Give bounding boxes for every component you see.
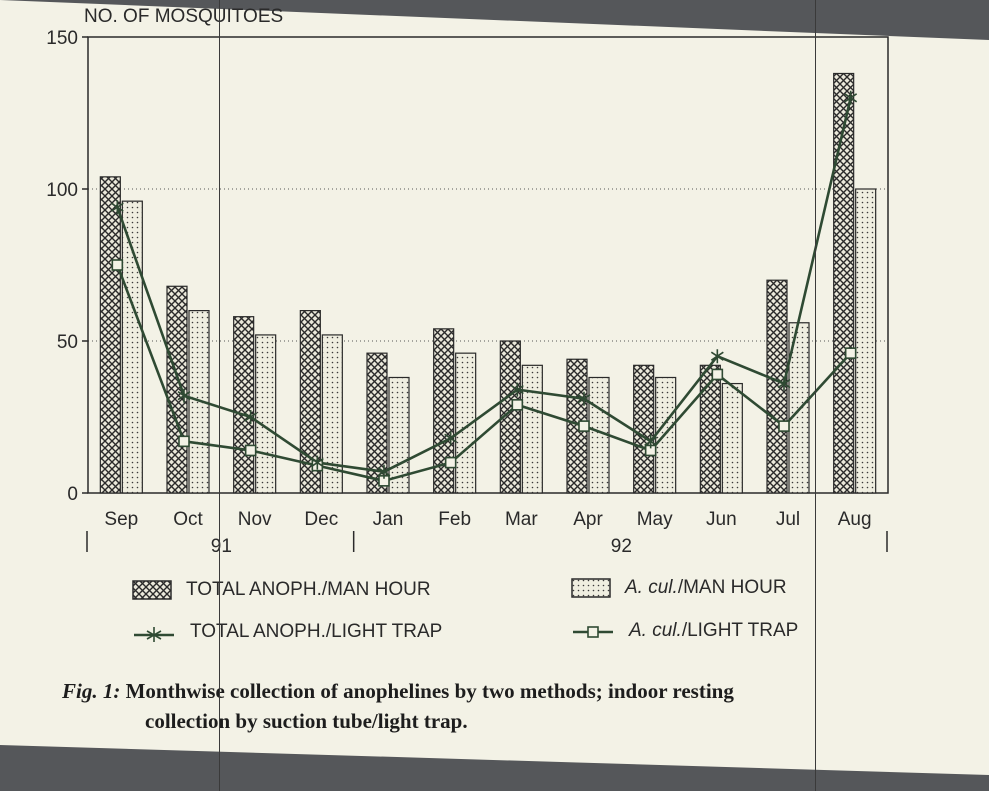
- bar-anoph-man-hour: [766, 279, 788, 494]
- y-tick-label: 0: [67, 484, 78, 505]
- plot-frame: [87, 36, 889, 494]
- x-tick-label: Feb: [438, 509, 471, 530]
- line-anoph-light-trap: [116, 97, 852, 474]
- bar-anoph-man-hour: [699, 364, 721, 494]
- bar-anoph-man-hour: [99, 176, 121, 494]
- bars: [99, 72, 877, 494]
- bar-acul-man-hour: [721, 382, 743, 494]
- x-tick-label: Jan: [373, 509, 404, 530]
- bar-line-chart: 0 50 100 150 NO. OF MOSQUITOES Sep Oct Nov Dec Ja…: [46, 6, 889, 557]
- scan-seam: [815, 0, 816, 791]
- marker-square: [511, 399, 524, 411]
- marker-square: [178, 435, 190, 448]
- x-tick-label: Jul: [776, 509, 800, 530]
- bar-acul-man-hour: [388, 376, 410, 494]
- x-tick-label: Aug: [838, 509, 872, 530]
- marker-asterisk: [244, 410, 258, 424]
- x-tick-label: Jun: [706, 509, 737, 530]
- x-tick-label: Dec: [304, 509, 338, 530]
- bar-acul-man-hour: [255, 334, 277, 494]
- bar-anoph-man-hour: [633, 364, 655, 494]
- y-tick-label: 50: [57, 332, 78, 353]
- marker-square: [244, 444, 257, 457]
- marker-asterisk: [444, 431, 458, 446]
- marker-asterisk: [644, 434, 658, 449]
- marker-asterisk: [510, 382, 524, 397]
- marker-asterisk: [844, 90, 858, 105]
- marker-asterisk: [310, 455, 324, 470]
- marker-asterisk: [110, 200, 124, 215]
- caption-line1: Monthwise collection of anophelines by t…: [125, 679, 734, 703]
- bar-acul-man-hour: [121, 200, 143, 494]
- bar-anoph-man-hour: [499, 340, 521, 494]
- scan-seam: [219, 0, 220, 791]
- x-tick-label: Oct: [173, 509, 203, 530]
- bar-anoph-man-hour: [233, 316, 255, 494]
- bar-anoph-man-hour: [366, 352, 388, 494]
- marker-asterisk: [377, 464, 391, 479]
- bar-anoph-man-hour: [833, 72, 855, 494]
- line-acul-light-trap: [116, 264, 852, 483]
- marker-square: [711, 368, 724, 381]
- figure-label: Fig. 1:: [62, 679, 121, 703]
- x-tick-label: Mar: [505, 509, 538, 530]
- axes: [82, 36, 889, 552]
- marker-asterisk: [577, 391, 591, 406]
- bar-acul-man-hour: [521, 364, 543, 494]
- y-tick-label: 150: [46, 28, 78, 49]
- marker-square: [111, 259, 124, 271]
- series-lines: [110, 90, 858, 487]
- marker-asterisk: [777, 376, 791, 391]
- y-axis-title: NO. OF MOSQUITOES: [84, 6, 283, 27]
- x-tick-label: Sep: [104, 509, 138, 530]
- marker-asterisk: [177, 388, 191, 403]
- bar-anoph-man-hour: [299, 310, 321, 494]
- x-tick-label: Nov: [238, 509, 272, 530]
- caption-line2: collection by suction tube/light trap.: [145, 709, 468, 733]
- bar-acul-man-hour: [321, 334, 343, 494]
- figure-caption: Fig. 1: Monthwise collection of anopheli…: [62, 676, 902, 736]
- x-tick-label: Apr: [573, 509, 603, 530]
- bar-acul-man-hour: [455, 352, 477, 494]
- bar-acul-man-hour: [855, 188, 877, 494]
- marker-square: [444, 456, 457, 469]
- x-tick-label: May: [637, 509, 673, 530]
- marker-asterisk: [710, 349, 724, 364]
- marker-square: [844, 347, 857, 359]
- y-tick-label: 100: [46, 180, 78, 201]
- marker-square: [778, 420, 790, 432]
- bar-anoph-man-hour: [433, 328, 455, 494]
- year-label: 91: [211, 536, 232, 557]
- year-label: 92: [611, 536, 632, 557]
- marker-square: [578, 420, 590, 432]
- axis-labels: 0 50 100 150 NO. OF MOSQUITOES Sep Oct Nov Dec Ja…: [46, 6, 871, 557]
